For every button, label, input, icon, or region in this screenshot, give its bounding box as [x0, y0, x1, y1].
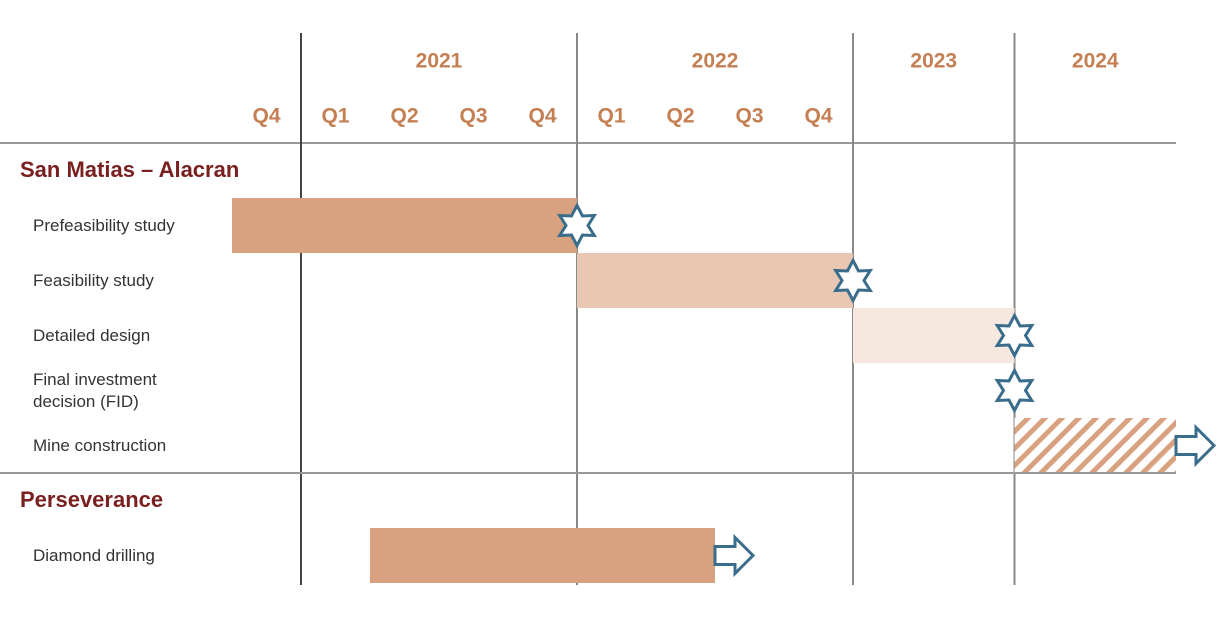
continues-arrow	[1174, 423, 1217, 468]
quarter-label: Q3	[735, 105, 763, 128]
year-label: 2023	[910, 50, 957, 73]
year-label: 2022	[692, 50, 739, 73]
task-bar	[577, 253, 853, 308]
task-bar	[370, 528, 715, 583]
task-label: Diamond drilling	[33, 545, 155, 565]
year-label: 2024	[1072, 50, 1119, 73]
quarter-label: Q1	[597, 105, 625, 128]
group-title: San Matias – Alacran	[20, 157, 239, 182]
continues-arrow	[713, 533, 756, 578]
group-title: Perseverance	[20, 487, 163, 512]
quarter-label: Q3	[459, 105, 487, 128]
task-bar	[1014, 418, 1176, 473]
quarter-label: Q1	[321, 105, 349, 128]
task-label: Final investment decision (FID)	[33, 369, 157, 411]
milestone-star	[556, 202, 598, 249]
task-bar	[853, 308, 1015, 363]
quarter-label: Q4	[252, 105, 280, 128]
quarter-label: Q4	[528, 105, 556, 128]
quarter-label: Q4	[804, 105, 832, 128]
task-label: Detailed design	[33, 325, 151, 345]
milestone-star	[994, 367, 1035, 414]
milestone-star	[994, 312, 1035, 359]
task-label: Mine construction	[33, 435, 167, 455]
quarter-label: Q2	[390, 105, 418, 128]
task-label: Feasibility study	[33, 270, 154, 290]
quarter-label: Q2	[666, 105, 694, 128]
milestone-star	[832, 257, 874, 304]
task-label: Prefeasibility study	[33, 215, 175, 235]
year-label: 2021	[416, 50, 463, 73]
task-bar	[232, 198, 577, 253]
